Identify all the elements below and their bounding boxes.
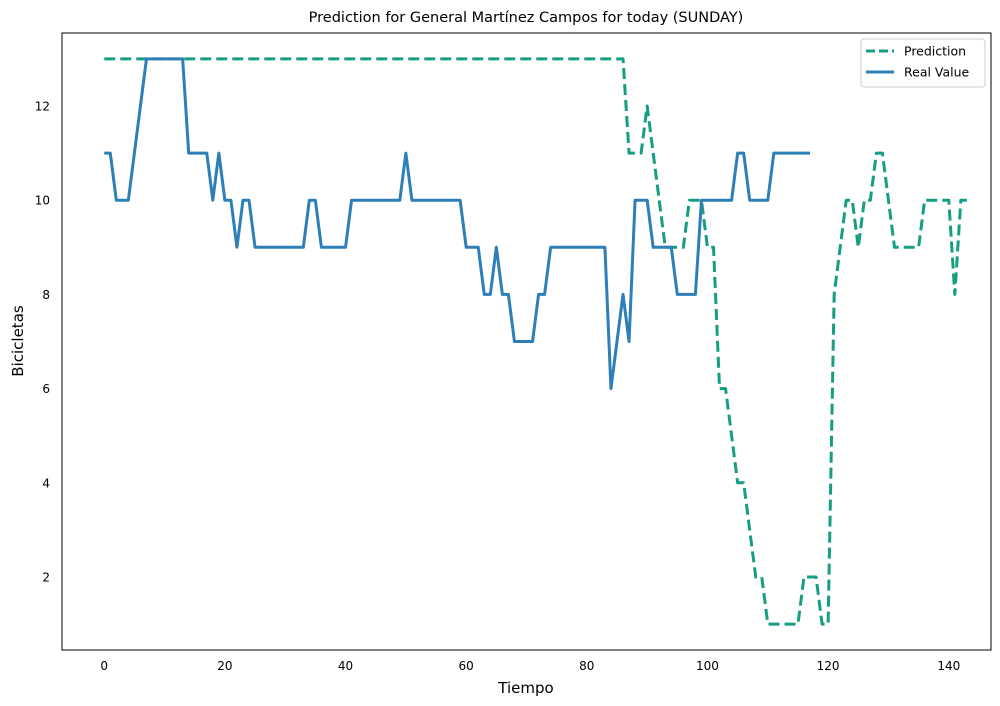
x-tick-label: 20 bbox=[217, 659, 232, 673]
y-tick-label: 12 bbox=[35, 100, 50, 114]
y-tick-label: 8 bbox=[42, 288, 50, 302]
series-line-real-value bbox=[104, 57, 811, 391]
x-tick-label: 140 bbox=[937, 659, 960, 673]
legend: Prediction Real Value bbox=[860, 38, 986, 88]
y-tick-label: 6 bbox=[42, 382, 50, 396]
y-tick-label: 4 bbox=[42, 476, 50, 490]
x-axis-ticks: 0 20 40 60 80 100 120 140 bbox=[100, 659, 960, 673]
x-tick-label: 60 bbox=[459, 659, 474, 673]
plot-area-frame bbox=[61, 32, 992, 651]
y-tick-label: 10 bbox=[35, 194, 50, 208]
x-tick-label: 40 bbox=[338, 659, 353, 673]
series-layer bbox=[104, 57, 967, 626]
x-tick-label: 0 bbox=[100, 659, 108, 673]
y-axis-label: Bicicletas bbox=[9, 305, 27, 377]
x-axis-label: Tiempo bbox=[497, 679, 553, 697]
x-tick-label: 120 bbox=[817, 659, 840, 673]
x-tick-label: 100 bbox=[696, 659, 719, 673]
chart-title: Prediction for General Martínez Campos f… bbox=[309, 10, 744, 26]
series-line-prediction bbox=[104, 57, 967, 626]
y-axis-ticks: 2 4 6 8 10 12 bbox=[35, 100, 50, 585]
x-tick-label: 80 bbox=[579, 659, 594, 673]
y-tick-label: 2 bbox=[42, 570, 50, 584]
legend-label-prediction: Prediction bbox=[904, 44, 966, 59]
legend-label-real-value: Real Value bbox=[904, 65, 970, 80]
